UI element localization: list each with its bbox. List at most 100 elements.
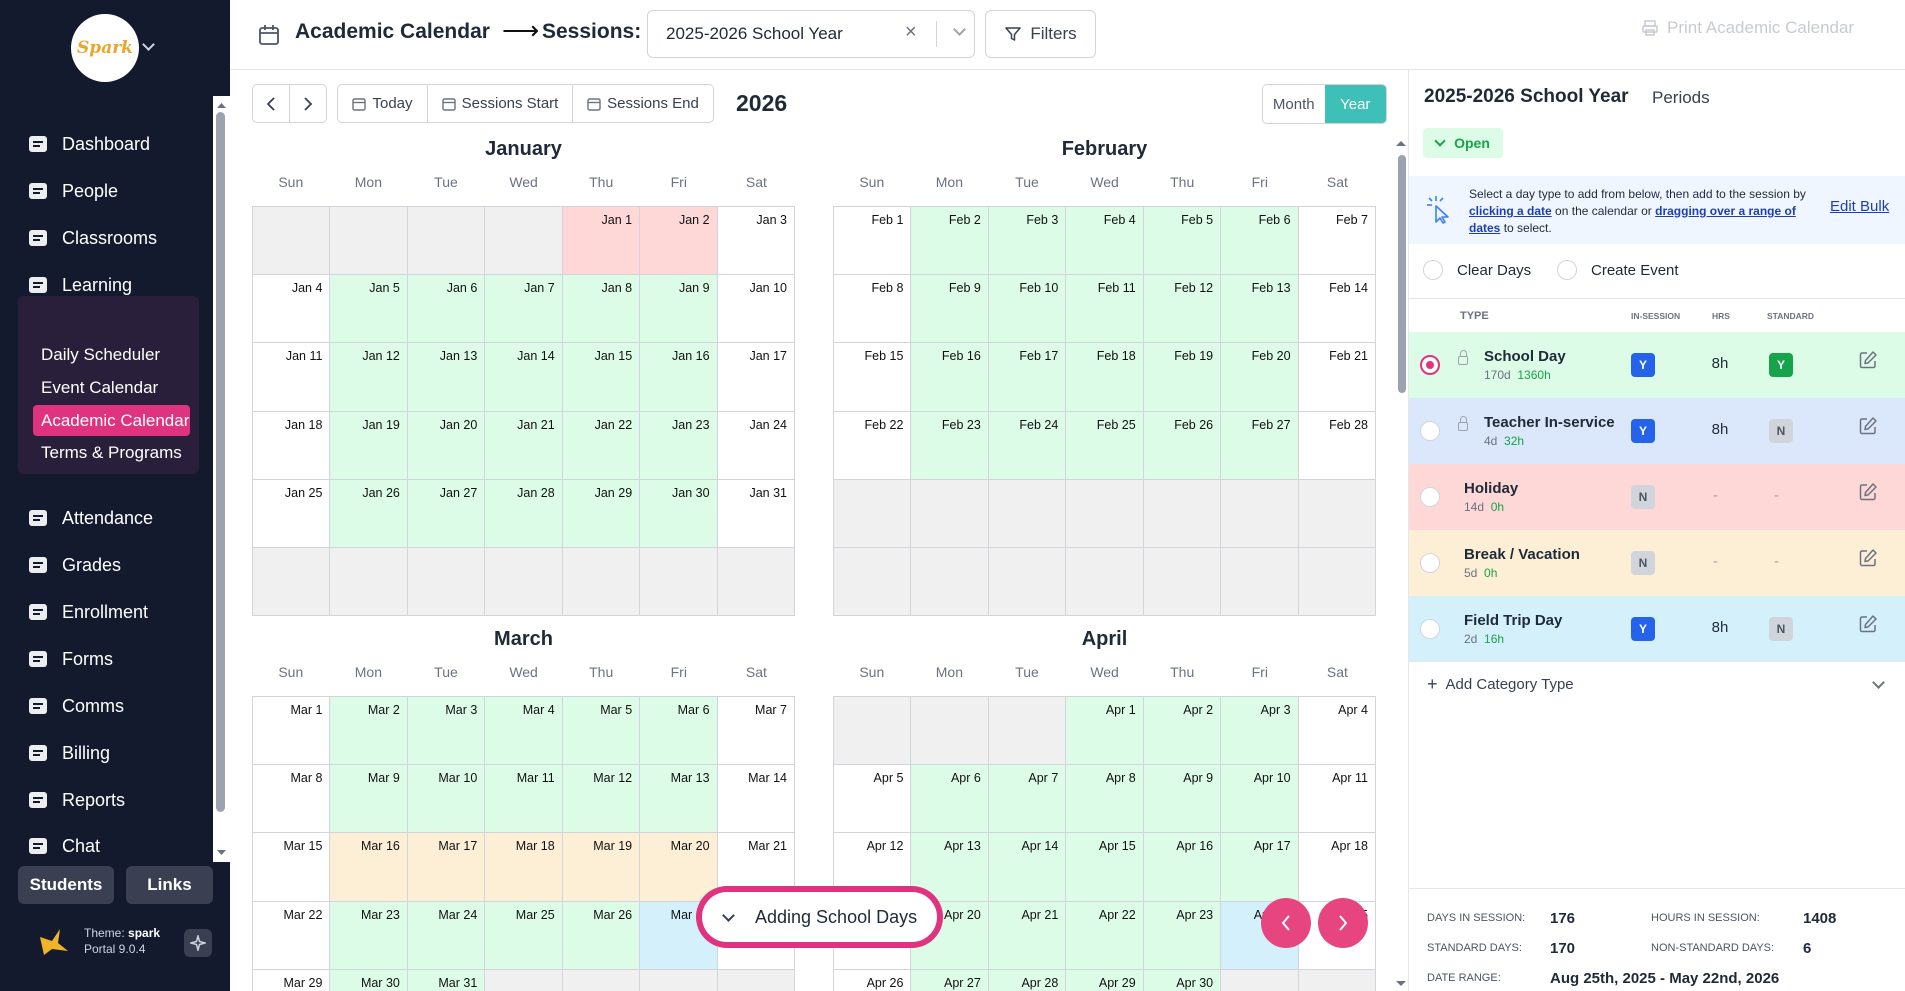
day-cell[interactable]: Mar 8 [253, 765, 330, 833]
chevron-down-icon[interactable] [142, 38, 155, 51]
day-cell[interactable]: Apr 5 [834, 765, 911, 833]
day-cell[interactable]: Apr 3 [1221, 697, 1298, 765]
day-type-row[interactable]: Field Trip Day 2d 16h Y 8h N [1409, 596, 1905, 662]
day-cell[interactable]: Feb 8 [834, 275, 911, 343]
day-cell[interactable]: Feb 5 [1143, 207, 1221, 275]
magic-wand-button[interactable] [184, 929, 212, 957]
radio-button[interactable] [1420, 553, 1440, 573]
day-cell[interactable]: Feb 10 [988, 275, 1066, 343]
day-cell[interactable]: Feb 2 [911, 207, 988, 275]
sidebar-item-enrollment[interactable]: Enrollment [26, 597, 148, 627]
day-cell[interactable]: Apr 21 [988, 901, 1066, 969]
day-cell[interactable]: Jan 3 [717, 207, 794, 275]
day-cell[interactable]: Mar 29 [253, 969, 330, 991]
day-cell[interactable]: Apr 6 [911, 765, 988, 833]
radio-button[interactable] [1420, 619, 1440, 639]
day-cell[interactable]: Jan 25 [253, 479, 330, 547]
day-cell[interactable]: Apr 15 [1066, 833, 1143, 901]
filters-button[interactable]: Filters [985, 10, 1096, 58]
status-badge[interactable]: Open [1423, 128, 1503, 158]
day-cell[interactable]: Feb 24 [988, 411, 1066, 479]
day-cell[interactable]: Mar 9 [330, 765, 407, 833]
day-cell[interactable]: Jan 16 [640, 343, 717, 411]
day-type-row[interactable]: School Day 170d 1360h Y 8h Y [1409, 332, 1905, 398]
day-cell[interactable]: Feb 17 [988, 343, 1066, 411]
chevron-down-icon[interactable] [1872, 676, 1885, 689]
students-button[interactable]: Students [18, 866, 114, 904]
day-cell[interactable]: Feb 18 [1066, 343, 1143, 411]
day-cell[interactable]: Mar 15 [253, 833, 330, 901]
day-cell[interactable]: Apr 1 [1066, 697, 1143, 765]
day-cell[interactable]: Mar 31 [407, 969, 485, 991]
next-circle-button[interactable] [1318, 898, 1368, 948]
radio-button[interactable] [1557, 260, 1577, 280]
day-cell[interactable]: Mar 16 [330, 833, 407, 901]
sidebar-item-forms[interactable]: Forms [26, 644, 113, 674]
day-cell[interactable]: Mar 6 [640, 697, 717, 765]
sidebar-item-people[interactable]: People [26, 176, 118, 206]
day-cell[interactable]: Jan 13 [407, 343, 485, 411]
day-cell[interactable]: Jan 26 [330, 479, 407, 547]
sidebar-item-dashboard[interactable]: Dashboard [26, 129, 150, 159]
day-cell[interactable]: Mar 13 [640, 765, 717, 833]
day-cell[interactable]: Apr 22 [1066, 901, 1143, 969]
day-cell[interactable]: Mar 2 [330, 697, 407, 765]
next-year-button[interactable] [289, 84, 327, 123]
day-cell[interactable]: Feb 28 [1298, 411, 1375, 479]
day-cell[interactable]: Apr 16 [1143, 833, 1221, 901]
day-cell[interactable]: Jan 14 [485, 343, 562, 411]
day-cell[interactable]: Jan 12 [330, 343, 407, 411]
day-cell[interactable]: Feb 11 [1066, 275, 1143, 343]
day-cell[interactable]: Mar 12 [562, 765, 640, 833]
sidebar-item-comms[interactable]: Comms [26, 691, 124, 721]
day-type-row[interactable]: Break / Vacation 5d 0h N - - [1409, 530, 1905, 596]
sub-nav-terms-programs[interactable]: Terms & Programs [41, 443, 182, 462]
day-cell[interactable]: Feb 6 [1221, 207, 1298, 275]
day-cell[interactable]: Apr 9 [1143, 765, 1221, 833]
adding-mode-pill[interactable]: Adding School Days [696, 886, 943, 948]
day-cell[interactable]: Jan 21 [485, 411, 562, 479]
day-cell[interactable]: Jan 18 [253, 411, 330, 479]
day-cell[interactable]: Mar 11 [485, 765, 562, 833]
day-cell[interactable]: Feb 13 [1221, 275, 1298, 343]
day-cell[interactable]: Jan 2 [640, 207, 717, 275]
day-cell[interactable]: Mar 19 [562, 833, 640, 901]
day-cell[interactable]: Mar 10 [407, 765, 485, 833]
radio-button[interactable] [1420, 421, 1440, 441]
day-cell[interactable]: Jan 4 [253, 275, 330, 343]
day-cell[interactable]: Feb 7 [1298, 207, 1375, 275]
day-cell[interactable]: Apr 10 [1221, 765, 1298, 833]
day-cell[interactable]: Jan 24 [717, 411, 794, 479]
day-cell[interactable]: Jan 22 [562, 411, 640, 479]
day-cell[interactable]: Jan 31 [717, 479, 794, 547]
day-cell[interactable]: Feb 14 [1298, 275, 1375, 343]
day-cell[interactable]: Feb 19 [1143, 343, 1221, 411]
day-cell[interactable]: Feb 15 [834, 343, 911, 411]
day-cell[interactable]: Mar 17 [407, 833, 485, 901]
day-cell[interactable]: Apr 4 [1298, 697, 1375, 765]
day-cell[interactable]: Jan 5 [330, 275, 407, 343]
day-cell[interactable]: Apr 27 [911, 969, 988, 991]
sidebar-item-learning[interactable]: Learning [26, 270, 132, 300]
day-cell[interactable]: Mar 26 [562, 901, 640, 969]
day-type-row[interactable]: Teacher In-service 4d 32h Y 8h N [1409, 398, 1905, 464]
sidebar-item-reports[interactable]: Reports [26, 785, 125, 815]
day-cell[interactable]: Mar 1 [253, 697, 330, 765]
sub-nav-daily-scheduler[interactable]: Daily Scheduler [41, 345, 161, 364]
edit-icon[interactable] [1858, 350, 1878, 373]
day-cell[interactable]: Apr 2 [1143, 697, 1221, 765]
day-cell[interactable]: Feb 4 [1066, 207, 1143, 275]
day-cell[interactable]: Apr 17 [1221, 833, 1298, 901]
print-button[interactable]: Print Academic Calendar [1641, 18, 1854, 38]
day-type-row[interactable]: Holiday 14d 0h N - - [1409, 464, 1905, 530]
day-cell[interactable]: Jan 8 [562, 275, 640, 343]
day-cell[interactable]: Jan 29 [562, 479, 640, 547]
sessions-start-button[interactable]: Sessions Start [427, 84, 573, 123]
edit-bulk-link[interactable]: Edit Bulk [1830, 198, 1890, 215]
add-category-button[interactable]: + Add Category Type [1427, 674, 1574, 695]
day-cell[interactable]: Jan 19 [330, 411, 407, 479]
day-cell[interactable]: Mar 24 [407, 901, 485, 969]
clicking-date-link[interactable]: clicking a date [1469, 204, 1552, 218]
clear-days-option[interactable]: Clear Days [1423, 260, 1531, 280]
create-event-option[interactable]: Create Event [1557, 260, 1679, 280]
